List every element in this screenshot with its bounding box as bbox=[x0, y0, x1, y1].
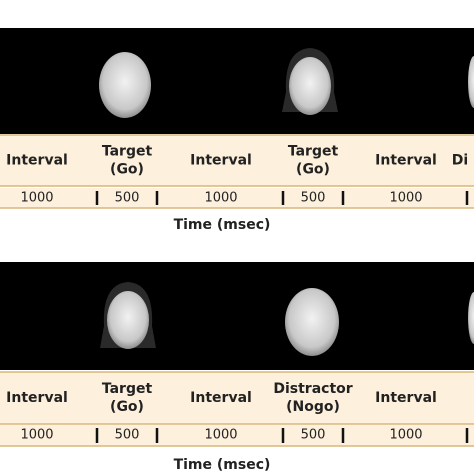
duration: 1000 bbox=[204, 191, 237, 206]
phase-label: (Go) bbox=[110, 399, 144, 415]
phase-label: Interval bbox=[190, 390, 252, 406]
phase-label: Interval bbox=[6, 153, 68, 169]
face bbox=[289, 57, 331, 115]
phase-label: (Go) bbox=[296, 162, 330, 178]
phase-label: (Go) bbox=[110, 162, 144, 178]
label-band bbox=[0, 135, 474, 186]
duration: 500 bbox=[115, 191, 140, 206]
stimulus-strip bbox=[0, 262, 474, 370]
duration: 1000 bbox=[20, 191, 53, 206]
duration: 500 bbox=[115, 428, 140, 443]
duration: 1000 bbox=[389, 428, 422, 443]
duration-band bbox=[0, 188, 474, 208]
duration: 500 bbox=[301, 428, 326, 443]
phase-label: Interval bbox=[190, 153, 252, 169]
face bbox=[99, 52, 151, 118]
phase-label: Di bbox=[452, 153, 468, 169]
face bbox=[107, 291, 149, 349]
phase-label: Interval bbox=[375, 153, 437, 169]
phase-label: (Nogo) bbox=[286, 399, 340, 415]
duration: 1000 bbox=[204, 428, 237, 443]
phase-label: Interval bbox=[375, 390, 437, 406]
duration: 500 bbox=[301, 191, 326, 206]
duration: 1000 bbox=[20, 428, 53, 443]
phase-label: Distractor bbox=[273, 381, 352, 397]
phase-label: Interval bbox=[6, 390, 68, 406]
face bbox=[468, 56, 474, 108]
axis-label: Time (msec) bbox=[174, 457, 271, 473]
duration: 1000 bbox=[389, 191, 422, 206]
face bbox=[285, 288, 339, 356]
duration-band bbox=[0, 425, 474, 446]
axis-label: Time (msec) bbox=[174, 217, 271, 233]
phase-label: Target bbox=[102, 144, 153, 160]
phase-label: Target bbox=[102, 381, 153, 397]
stimulus-strip bbox=[0, 28, 474, 134]
phase-label: Target bbox=[288, 144, 339, 160]
label-band bbox=[0, 372, 474, 424]
face bbox=[468, 292, 474, 344]
